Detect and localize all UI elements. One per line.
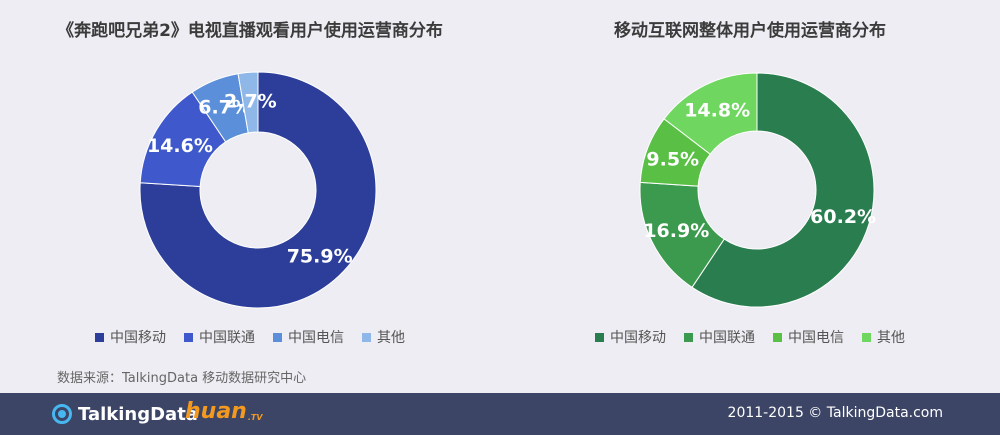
legend-label: 其他 — [377, 330, 405, 346]
legend-item: 其他 — [362, 327, 405, 347]
huan-tv-logo: huan .TV — [185, 399, 263, 424]
data-source-note: 数据来源：TalkingData 移动数据研究中心 — [57, 371, 307, 386]
chart-panel-right: 移动互联网整体用户使用运营商分布 60.2% 16.9% 9.5% 14.8% 中国移… — [500, 0, 1000, 390]
legend-item: 其他 — [862, 327, 905, 347]
legend-item: 中国联通 — [684, 327, 755, 347]
legend-item: 中国联通 — [184, 327, 255, 347]
legend-label: 中国移动 — [110, 330, 166, 346]
chart-title: 移动互联网整体用户使用运营商分布 — [614, 21, 886, 41]
talkingdata-logo-icon — [52, 404, 72, 424]
legend-swatch — [95, 332, 104, 342]
slice-data-label: 16.9% — [643, 220, 709, 242]
huan-logo-suffix: .TV — [247, 413, 263, 422]
legend-label: 中国联通 — [199, 330, 255, 346]
donut-slice — [691, 72, 875, 308]
slice-data-label: 75.9% — [287, 246, 353, 268]
slice-data-label: 2.7% — [224, 90, 277, 112]
legend-label: 中国联通 — [699, 330, 755, 346]
huan-logo-text: huan — [185, 399, 247, 424]
slice-data-label: 14.8% — [684, 99, 750, 121]
talkingdata-logo-text: TalkingData — [78, 403, 198, 425]
footer-bar: TalkingData huan .TV 2011-2015 © Talking… — [0, 393, 1000, 435]
legend-swatch — [773, 332, 782, 342]
legend-swatch — [362, 332, 371, 342]
slice-data-label: 6.7% — [198, 96, 251, 118]
donut-chart-right: 60.2% 16.9% 9.5% 14.8% — [639, 72, 876, 308]
legend-item: 中国移动 — [595, 327, 666, 347]
slice-data-label: 9.5% — [646, 148, 699, 170]
talkingdata-logo: TalkingData — [52, 401, 198, 427]
legend-item: 中国电信 — [273, 327, 344, 347]
slice-data-label: 60.2% — [810, 206, 876, 228]
legend-label: 中国电信 — [288, 330, 344, 346]
slice-data-label: 14.6% — [147, 135, 213, 157]
donut-slice — [139, 71, 377, 309]
legend-label: 中国移动 — [610, 330, 666, 346]
legend-item: 中国移动 — [95, 327, 166, 347]
legend-label: 中国电信 — [788, 330, 844, 346]
donut-chart-left: 75.9% 14.6% 6.7%2.7% — [139, 71, 377, 309]
legend-swatch — [184, 332, 193, 342]
legend-label: 其他 — [877, 330, 905, 346]
legend-swatch — [862, 332, 871, 342]
chart-title: 《奔跑吧兄弟2》电视直播观看用户使用运营商分布 — [57, 21, 443, 41]
legend-swatch — [273, 332, 282, 342]
legend-item: 中国电信 — [773, 327, 844, 347]
legend-swatch — [684, 332, 693, 342]
donut-slice — [237, 71, 259, 134]
copyright-text: 2011-2015 © TalkingData.com — [727, 405, 943, 421]
chart-panel-left: 《奔跑吧兄弟2》电视直播观看用户使用运营商分布 75.9% 14.6% 6.7% 2.… — [0, 0, 500, 390]
legend-swatch — [595, 332, 604, 342]
donut-slice — [663, 72, 758, 155]
chart-legend-left: 中国移动 中国联通 中国电信 其他 — [0, 327, 500, 347]
chart-legend-right: 中国移动 中国联通 中国电信 其他 — [500, 327, 1000, 347]
